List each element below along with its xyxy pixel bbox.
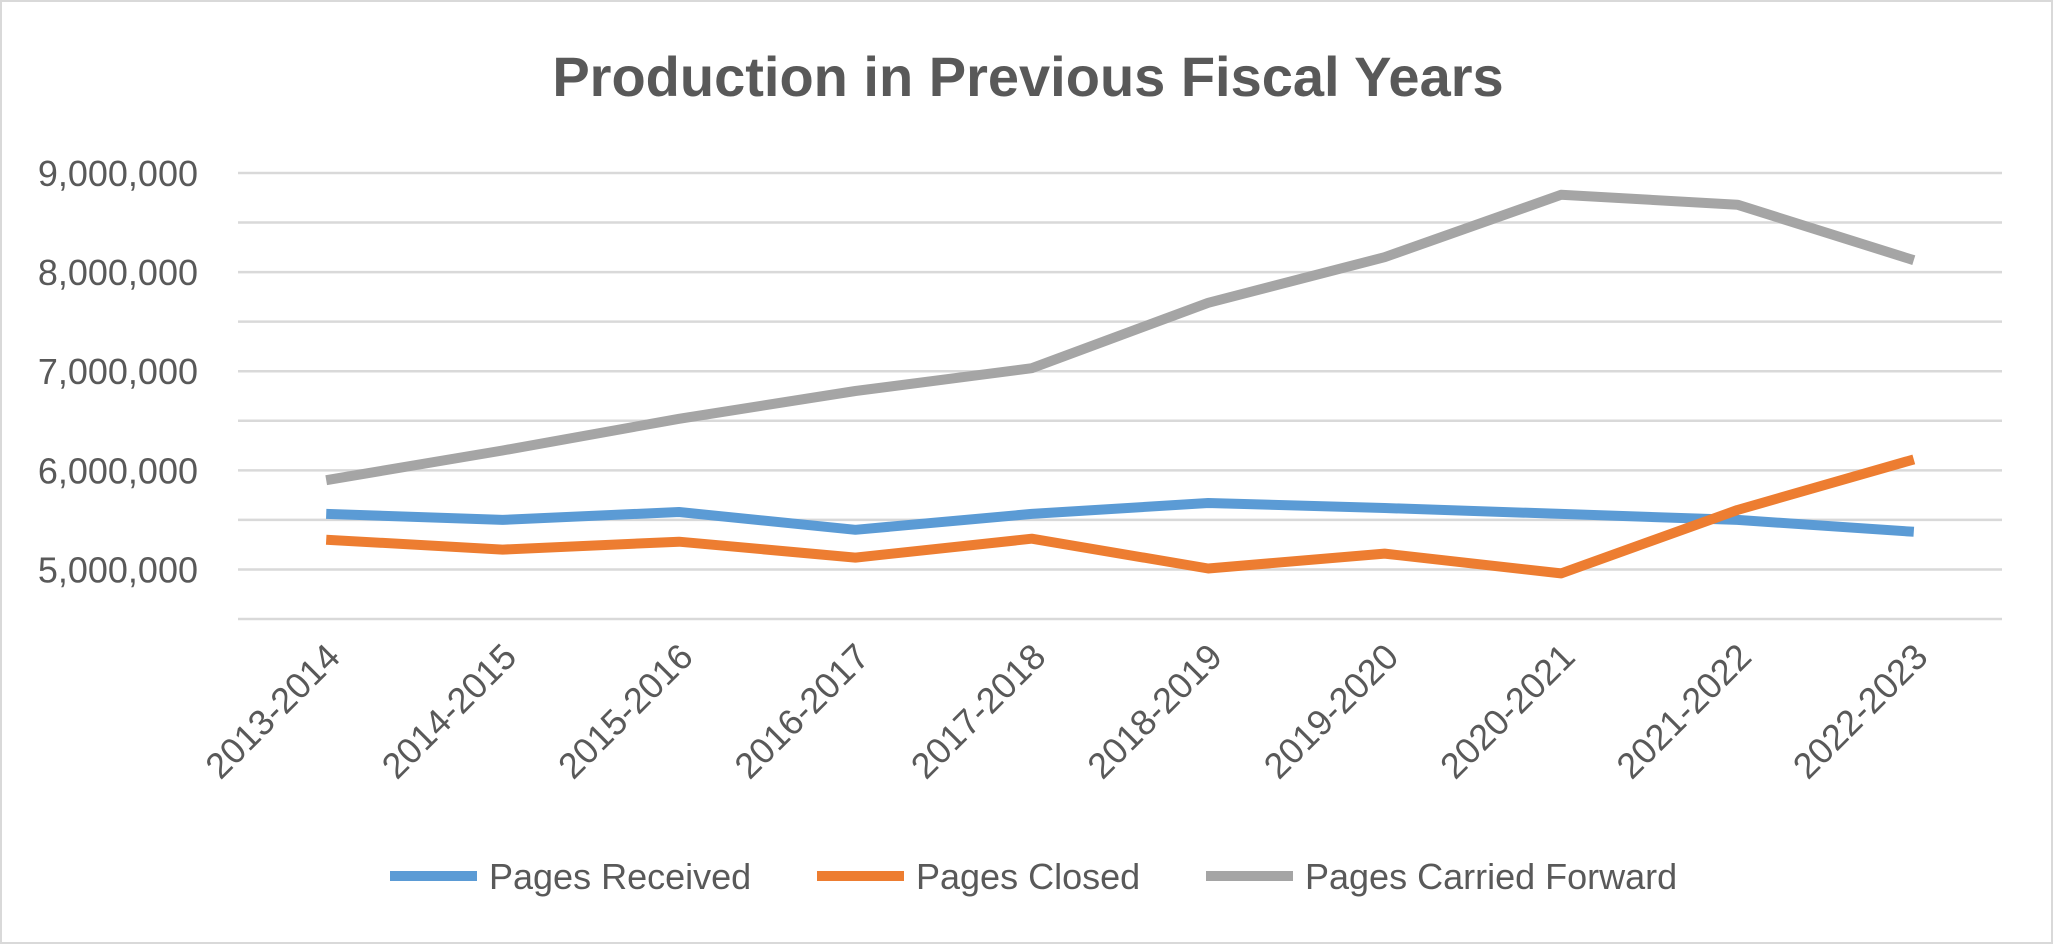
- x-tick-label: 2014-2015: [374, 636, 525, 787]
- data-point-pages-carried-forward: [1732, 200, 1742, 210]
- x-tick-label: 2022-2023: [1785, 636, 1936, 787]
- series-lines: [321, 189, 1919, 579]
- x-tick-label: 2021-2022: [1608, 636, 1759, 787]
- x-tick-label: 2015-2016: [550, 636, 701, 787]
- data-point-pages-received: [674, 507, 684, 517]
- data-point-pages-carried-forward: [1027, 363, 1037, 373]
- data-point-pages-closed: [674, 537, 684, 547]
- data-point-pages-received: [321, 509, 331, 519]
- data-point-pages-closed: [850, 553, 860, 563]
- series-line-pages-closed: [325, 454, 1916, 579]
- data-point-pages-closed: [498, 545, 508, 555]
- x-tick-label: 2019-2020: [1256, 636, 1407, 787]
- data-point-pages-carried-forward: [1380, 252, 1390, 262]
- y-tick-label: 5,000,000: [38, 549, 198, 590]
- x-tick-label: 2020-2021: [1432, 636, 1583, 787]
- data-point-pages-received: [498, 515, 508, 525]
- y-tick-label: 6,000,000: [38, 450, 198, 491]
- legend: Pages Received Pages Closed Pages Carried …: [390, 856, 1677, 897]
- data-point-pages-received: [850, 525, 860, 535]
- data-point-pages-closed: [321, 535, 331, 545]
- data-point-pages-received: [1556, 509, 1566, 519]
- data-point-pages-closed: [1732, 505, 1742, 515]
- data-point-pages-closed: [1380, 549, 1390, 559]
- data-point-pages-closed: [1909, 454, 1919, 464]
- data-point-pages-received: [1027, 509, 1037, 519]
- data-point-pages-carried-forward: [321, 475, 331, 485]
- series-line-pages-carried-forward: [325, 189, 1916, 486]
- series-line-pages-received: [326, 498, 1915, 537]
- y-axis-ticks: 5,000,000 6,000,000 7,000,000 8,000,000 9,00…: [38, 153, 198, 590]
- data-point-pages-closed: [1027, 534, 1037, 544]
- data-point-pages-carried-forward: [674, 414, 684, 424]
- legend-label-pages-closed: Pages Closed: [916, 856, 1140, 897]
- data-point-pages-carried-forward: [1556, 190, 1566, 200]
- data-point-pages-closed: [1556, 568, 1566, 578]
- legend-label-pages-received: Pages Received: [489, 856, 751, 897]
- x-tick-label: 2017-2018: [903, 636, 1054, 787]
- y-tick-label: 8,000,000: [38, 252, 198, 293]
- chart-title: Production in Previous Fiscal Years: [552, 45, 1503, 108]
- y-tick-label: 9,000,000: [38, 153, 198, 194]
- y-tick-label: 7,000,000: [38, 351, 198, 392]
- data-point-pages-received: [1380, 503, 1390, 513]
- data-point-pages-carried-forward: [1909, 255, 1919, 265]
- data-point-pages-carried-forward: [1203, 298, 1213, 308]
- data-point-pages-closed: [1203, 563, 1213, 573]
- x-tick-label: 2016-2017: [726, 636, 877, 787]
- data-point-pages-received: [1203, 498, 1213, 508]
- legend-label-pages-carried-forward: Pages Carried Forward: [1305, 856, 1677, 897]
- data-point-pages-carried-forward: [850, 386, 860, 396]
- x-tick-label: 2013-2014: [197, 636, 348, 787]
- data-point-pages-received: [1909, 527, 1919, 537]
- x-tick-label: 2018-2019: [1079, 636, 1230, 787]
- data-point-pages-carried-forward: [498, 446, 508, 456]
- x-axis-ticks: 2013-2014 2014-2015 2015-2016 2016-2017 2017…: [197, 636, 1935, 787]
